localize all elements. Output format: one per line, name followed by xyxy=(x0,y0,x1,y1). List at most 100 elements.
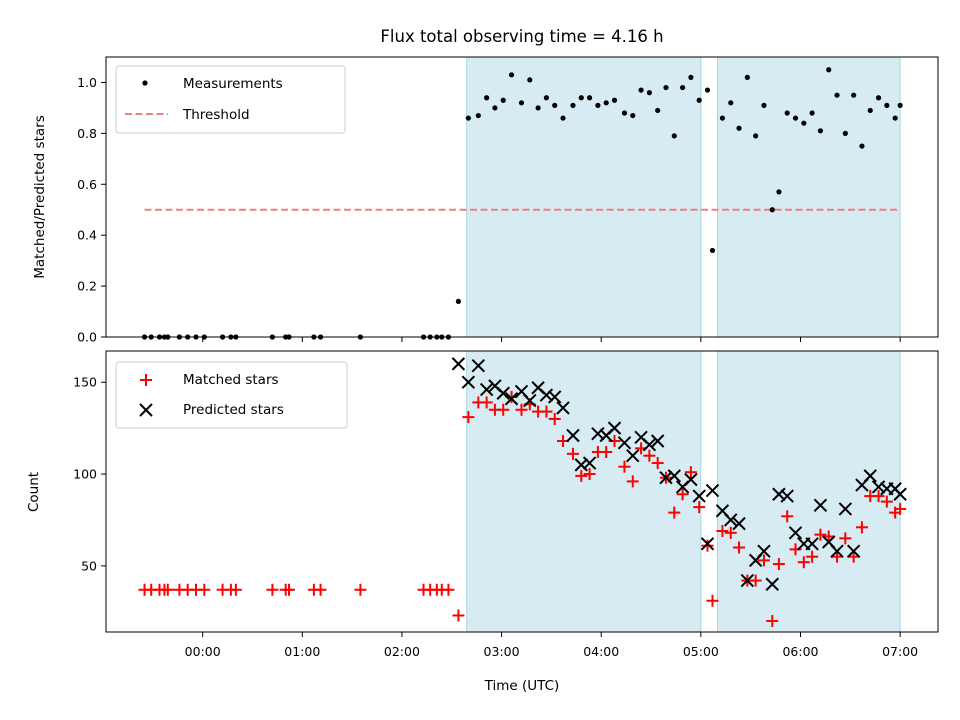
measurements-point xyxy=(834,92,840,98)
measurements-point xyxy=(809,110,815,116)
measurements-point xyxy=(475,112,481,119)
y-tick-label: 0.4 xyxy=(77,228,97,243)
predicted-stars-point xyxy=(582,456,597,470)
matched-stars-point xyxy=(575,469,588,482)
matched-stars-point xyxy=(161,583,174,596)
predicted-stars-point xyxy=(772,487,786,501)
predicted-stars-point xyxy=(566,428,580,443)
measurements-point xyxy=(859,143,865,149)
x-tick-label: 02:00 xyxy=(384,644,420,659)
matched-stars-point xyxy=(651,457,664,470)
measurements-point xyxy=(578,95,584,101)
predicted-stars-point xyxy=(724,513,738,527)
matched-stars-point xyxy=(566,447,579,460)
matched-stars-point xyxy=(266,583,279,596)
x-tick-label: 03:00 xyxy=(484,644,520,659)
measurements-point xyxy=(817,128,824,134)
predicted-stars-point xyxy=(451,357,466,371)
predicted-stars-point xyxy=(788,526,803,540)
measurements-point xyxy=(508,72,515,78)
y-tick-label: 0.6 xyxy=(77,177,97,192)
legend-predicted-label: Predicted stars xyxy=(183,402,284,418)
x-axis-label: Time (UTC) xyxy=(484,678,560,694)
measurements-point xyxy=(646,90,652,96)
matched-stars-point xyxy=(847,550,860,563)
matched-stars-point xyxy=(452,609,465,622)
measurements-point xyxy=(492,105,498,111)
matched-stars-point xyxy=(757,554,770,567)
matched-stars-point xyxy=(515,403,528,416)
measurements-point xyxy=(465,115,471,121)
measurements-point xyxy=(792,115,799,121)
predicted-stars-point xyxy=(765,577,779,591)
measurements-point xyxy=(671,133,677,139)
predicted-stars-point xyxy=(626,448,640,463)
matched-stars-point xyxy=(880,495,893,508)
matched-stars-point xyxy=(354,583,367,596)
predicted-stars-point xyxy=(496,386,510,400)
measurements-point xyxy=(484,95,490,101)
measurements-point xyxy=(728,100,734,106)
predicted-stars-point xyxy=(504,392,519,406)
matched-stars-point xyxy=(480,396,493,409)
predicted-stars-point xyxy=(893,487,907,501)
measurements-point xyxy=(709,247,716,254)
y-tick-label: 0.8 xyxy=(77,126,97,141)
y-tick-label: 0.0 xyxy=(77,330,97,345)
predicted-stars-point xyxy=(574,458,588,472)
top-legend: Measurements Threshold xyxy=(115,65,346,134)
shaded-interval-2 xyxy=(717,56,901,338)
predicted-stars-point xyxy=(846,544,861,558)
predicted-stars-point xyxy=(548,390,562,404)
matched-stars-point xyxy=(600,446,613,459)
predicted-stars-point xyxy=(705,483,720,498)
predicted-stars-point xyxy=(838,502,853,516)
measurements-point xyxy=(560,115,566,121)
top-y-axis-label: Matched/Predicted stars xyxy=(32,115,48,278)
measurements-point xyxy=(744,74,750,80)
y-tick-label: 150 xyxy=(73,375,97,390)
measurements-point xyxy=(543,95,550,101)
predicted-stars-point xyxy=(539,388,554,402)
matched-stars-point xyxy=(814,528,827,541)
top-axes: 0.0 0.2 0.4 0.6 0.8 1.0 xyxy=(77,56,939,345)
matched-stars-point xyxy=(822,530,835,543)
predicted-stars-point xyxy=(667,469,681,483)
predicted-stars-point xyxy=(780,489,794,503)
matched-stars-point xyxy=(583,468,596,481)
measurements-point xyxy=(527,77,533,83)
measurements-point xyxy=(611,97,618,103)
matched-stars-point xyxy=(540,405,553,418)
measurements-point xyxy=(630,112,636,119)
matched-stars-point xyxy=(283,583,296,596)
axes-frame xyxy=(105,56,939,338)
measurements-point xyxy=(518,100,525,106)
measurements-point xyxy=(603,100,609,106)
x-tick-label: 00:00 xyxy=(185,644,221,659)
matched-stars-point xyxy=(701,539,714,552)
top-legend-frame xyxy=(115,65,346,134)
measurements-point xyxy=(586,95,593,101)
matched-stars-point xyxy=(548,412,561,425)
measurements-point xyxy=(842,130,848,136)
predicted-stars-point xyxy=(863,469,877,483)
measurements-point xyxy=(570,102,576,108)
measurements-point xyxy=(704,87,711,93)
legend-measurements-label: Measurements xyxy=(183,76,283,92)
matched-stars-point xyxy=(797,556,810,569)
measurements-point xyxy=(595,102,601,108)
measurements-point xyxy=(892,115,898,121)
x-tick-label: 05:00 xyxy=(683,644,719,659)
chart-title: Flux total observing time = 4.16 h xyxy=(380,27,663,46)
matched-stars-point xyxy=(781,510,794,523)
measurements-point xyxy=(884,102,890,108)
matched-stars-point xyxy=(643,449,656,462)
predicted-stars-point xyxy=(471,358,486,373)
matched-stars-point xyxy=(716,524,729,537)
measurements-point xyxy=(500,97,506,103)
matched-stars-point xyxy=(706,594,719,607)
matched-stars-point xyxy=(724,526,737,539)
matched-stars-point xyxy=(839,532,852,545)
predicted-stars-point xyxy=(650,434,665,448)
